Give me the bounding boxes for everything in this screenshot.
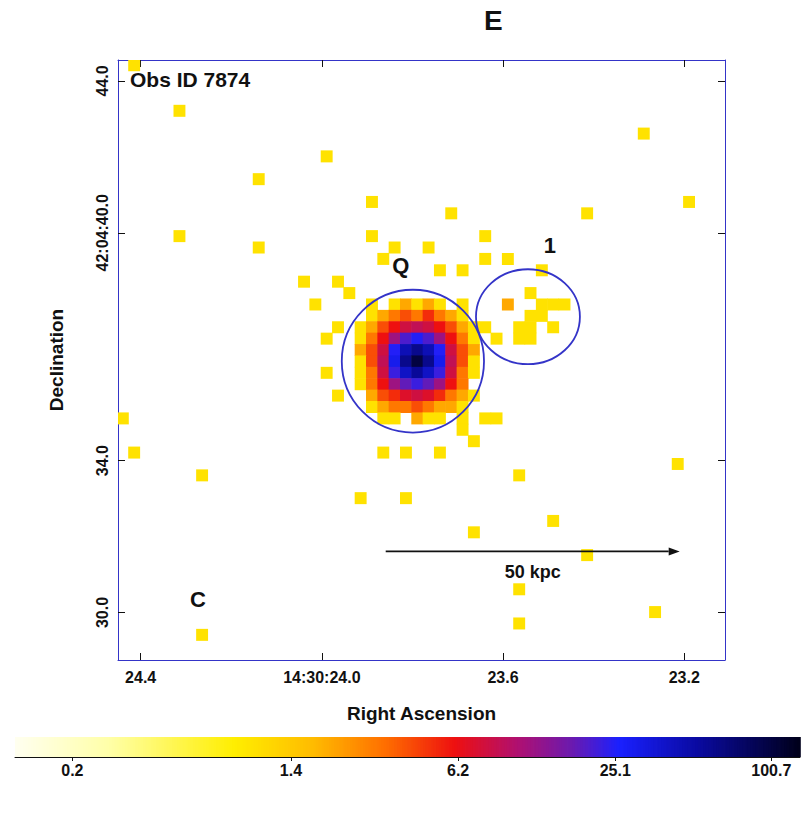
svg-text:C: C (190, 587, 206, 612)
svg-text:42:04:40.0: 42:04:40.0 (94, 194, 111, 271)
svg-text:24.4: 24.4 (125, 669, 156, 686)
svg-text:23.2: 23.2 (669, 669, 700, 686)
svg-text:34.0: 34.0 (94, 445, 111, 476)
svg-text:44.0: 44.0 (94, 65, 111, 96)
svg-text:6.2: 6.2 (447, 762, 469, 779)
svg-text:14:30:24.0: 14:30:24.0 (283, 669, 360, 686)
svg-text:Declination: Declination (46, 309, 67, 411)
svg-text:0.2: 0.2 (61, 762, 83, 779)
svg-text:Right Ascension: Right Ascension (347, 703, 496, 724)
svg-text:23.6: 23.6 (487, 669, 518, 686)
svg-text:1: 1 (544, 233, 556, 258)
svg-text:30.0: 30.0 (94, 597, 111, 628)
svg-text:25.1: 25.1 (600, 762, 631, 779)
svg-text:E: E (484, 5, 503, 36)
svg-text:50 kpc: 50 kpc (505, 562, 561, 582)
svg-text:Obs ID 7874: Obs ID 7874 (130, 68, 251, 91)
svg-text:100.7: 100.7 (751, 762, 791, 779)
svg-text:1.4: 1.4 (280, 762, 302, 779)
svg-text:Q: Q (392, 253, 409, 278)
